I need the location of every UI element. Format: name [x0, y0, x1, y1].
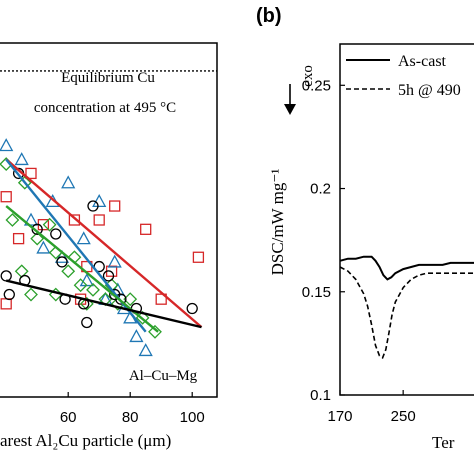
- panel-b-x-axis-label: Ter: [432, 433, 455, 452]
- as-cast-curve: [339, 255, 474, 281]
- square-marker: [155, 293, 167, 305]
- x-tick-label: 60: [60, 409, 77, 426]
- triangle-marker: [0, 138, 14, 152]
- triangle-marker: [76, 231, 91, 245]
- panel-a-axes: 60 80 100: [0, 42, 218, 426]
- x-tick-label: 250: [391, 408, 416, 425]
- square-marker: [109, 200, 121, 212]
- x-tick-label: 100: [180, 409, 205, 426]
- square-marker: [93, 214, 105, 226]
- diamond-marker: [73, 278, 88, 293]
- panel-b-plot-area: [339, 255, 474, 360]
- square-marker: [25, 167, 37, 180]
- circle-marker: [102, 270, 115, 282]
- trend-line: [5, 279, 202, 329]
- panel-b-frame: [339, 43, 474, 396]
- panel-a-frame: [0, 42, 218, 398]
- diamond-marker: [123, 292, 138, 307]
- square-marker: [0, 191, 12, 203]
- triangle-marker: [36, 240, 51, 254]
- x-tick-label: 170: [327, 408, 352, 425]
- panel-a-plot-area: [0, 70, 217, 357]
- diamond-marker: [148, 324, 162, 339]
- square-marker: [0, 298, 12, 310]
- triangle-marker: [23, 212, 39, 226]
- diamond-marker: [30, 231, 45, 246]
- triangle-marker: [107, 254, 122, 268]
- diamond-marker: [86, 282, 100, 297]
- panel-b: (b) 0.1 0.15 0.2 0.25 170 250 DSC/mW mg⁻¹ exo…: [256, 5, 474, 452]
- diamond-marker: [24, 287, 38, 302]
- diamond-marker: [42, 217, 57, 232]
- triangle-marker: [138, 343, 153, 357]
- equilibrium-label-line1: Equilibrium Cu: [61, 70, 155, 86]
- circle-marker: [56, 256, 68, 268]
- circle-marker: [115, 293, 127, 305]
- y-tick-label: 0.25: [302, 77, 331, 94]
- legend-label-as-cast: As-cast: [398, 53, 447, 70]
- legend-label-heat-treated: 5h @ 490: [398, 82, 461, 99]
- circle-marker: [81, 316, 93, 329]
- diamond-marker: [61, 264, 76, 279]
- y-tick-label: 0.2: [310, 181, 331, 198]
- trend-line: [5, 158, 203, 329]
- circle-marker: [87, 200, 99, 212]
- square-marker: [192, 251, 205, 263]
- panel-b-y-axis-label: DSC/mW mg⁻¹: [268, 169, 287, 276]
- circle-marker: [31, 223, 43, 235]
- equilibrium-label-line2: concentration at 495 °C: [34, 100, 176, 116]
- triangle-marker: [92, 194, 107, 208]
- square-marker: [140, 223, 152, 235]
- alloy-label: Al–Cu–Mg: [129, 368, 198, 384]
- heat-treated-curve: [339, 266, 474, 360]
- panel-a: 60 80 100 Equilibrium Cu concentration at …: [0, 42, 218, 450]
- exo-label: exo: [300, 65, 316, 87]
- square-marker: [12, 232, 25, 245]
- triangle-marker: [129, 329, 144, 343]
- circle-marker: [0, 270, 12, 282]
- circle-marker: [3, 288, 15, 301]
- diamond-marker: [17, 175, 32, 190]
- triangle-marker: [54, 249, 70, 263]
- x-tick-label: 80: [122, 409, 139, 426]
- square-marker: [68, 214, 81, 226]
- circle-marker: [186, 302, 198, 315]
- trend-line: [5, 158, 147, 333]
- legend: As-cast 5h @ 490: [346, 53, 461, 99]
- circle-marker: [50, 228, 62, 240]
- y-tick-label: 0.15: [302, 284, 331, 301]
- diamond-marker: [5, 213, 20, 227]
- panel-b-axes: 0.1 0.15 0.2 0.25 170 250: [302, 43, 474, 425]
- triangle-marker: [61, 175, 76, 189]
- exo-arrow-icon: [284, 84, 296, 115]
- panel-b-title: (b): [256, 5, 282, 27]
- y-tick-label: 0.1: [310, 387, 331, 404]
- panel-a-x-axis-label: arest Al₂Cu particle (μm): [0, 431, 171, 450]
- triangle-marker: [14, 152, 29, 166]
